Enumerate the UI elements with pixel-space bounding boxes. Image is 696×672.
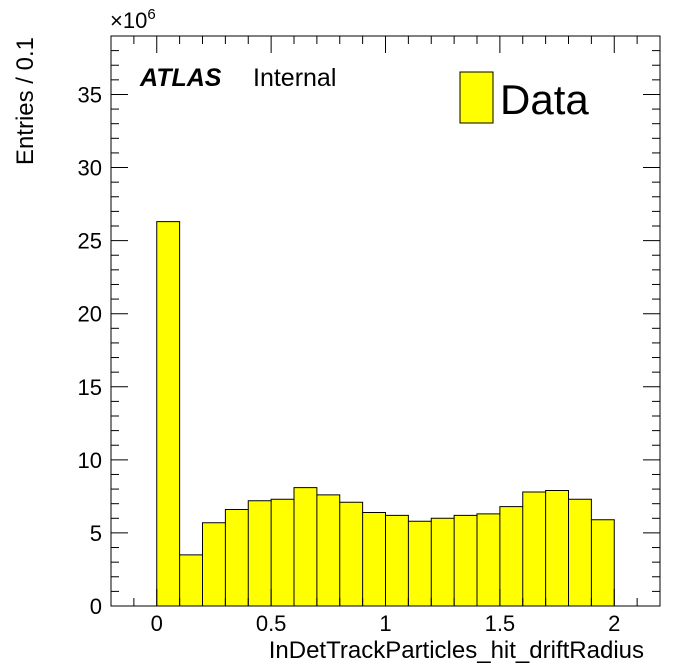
histogram-bin — [271, 499, 294, 606]
y-tick-label: 30 — [78, 156, 102, 181]
histogram-bin — [248, 500, 272, 606]
histogram-bin — [339, 502, 363, 606]
y-tick-label: 5 — [90, 521, 102, 546]
y-tick-label: 20 — [78, 302, 102, 327]
histogram-bin — [591, 519, 615, 606]
histogram-bin — [499, 506, 523, 606]
atlas-sublabel: Internal — [253, 64, 336, 92]
x-axis-label: InDetTrackParticles_hit_driftRadius — [269, 637, 644, 664]
histogram-bin — [156, 221, 180, 606]
x-tick-label: 1.5 — [485, 611, 516, 636]
y-tick-label: 15 — [78, 375, 102, 400]
histogram-bin — [454, 515, 477, 606]
histogram-bin — [568, 499, 592, 606]
histogram-bin — [179, 554, 203, 606]
histogram-bin — [477, 513, 500, 606]
histogram-bin — [522, 492, 546, 606]
y-tick-label: 10 — [78, 448, 102, 473]
histogram-bin — [202, 522, 226, 606]
legend-label: Data — [500, 76, 589, 123]
y-axis-exponent-power: 6 — [147, 6, 155, 23]
x-tick-label: 2 — [608, 611, 620, 636]
histogram-bin — [362, 512, 386, 606]
atlas-label: ATLAS — [139, 64, 222, 92]
histogram-bin — [316, 494, 340, 606]
y-axis-exponent: ×106 — [110, 6, 156, 33]
y-axis-label: Entries / 0.1 — [12, 37, 39, 165]
histogram-bin — [431, 518, 455, 606]
histogram-bars — [156, 221, 615, 606]
histogram-bin — [385, 515, 409, 606]
x-tick-label: 0.5 — [256, 611, 287, 636]
histogram-bin — [408, 521, 432, 606]
x-tick-label: 0 — [151, 611, 163, 636]
x-tick-label: 1 — [379, 611, 391, 636]
y-tick-label: 25 — [78, 229, 102, 254]
histogram-bin — [545, 490, 569, 606]
y-tick-label: 0 — [90, 594, 102, 619]
y-tick-label: 35 — [78, 82, 102, 107]
histogram-bin — [294, 487, 317, 606]
histogram-outline — [156, 221, 615, 606]
histogram-bin — [225, 509, 249, 606]
legend-swatch — [459, 71, 494, 124]
